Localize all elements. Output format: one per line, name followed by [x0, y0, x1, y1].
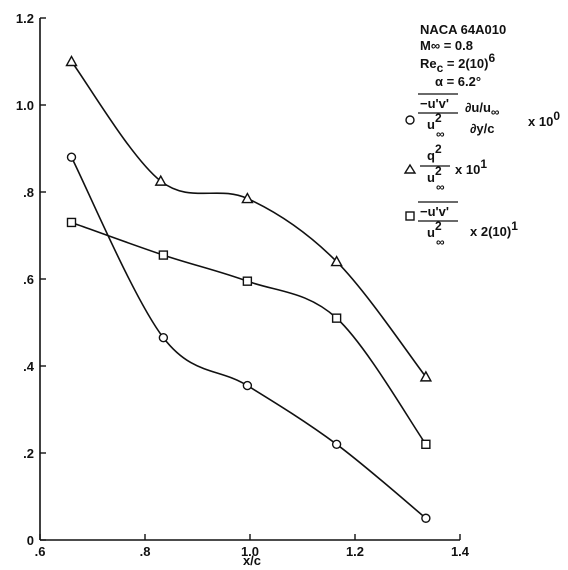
data-point-triangle: [65, 55, 78, 67]
annotation-reynolds: Rec = 2(10)6: [420, 51, 495, 75]
legend1-factor-sup: 0: [553, 109, 560, 123]
x-tick-label: 1.2: [346, 544, 364, 559]
y-tick-label: 0: [27, 533, 34, 548]
re-sub: c: [437, 61, 444, 75]
series-square-curve: [71, 221, 427, 445]
y-tick-label: .2: [23, 446, 34, 461]
legend3-factor-sup: 1: [511, 219, 518, 233]
data-point-triangle: [241, 192, 254, 204]
x-ticks: .6 .8 1.0 1.2 1.4: [35, 534, 470, 559]
data-point-circle: [242, 380, 253, 391]
x-tick-label: .6: [35, 544, 46, 559]
legend-entry-square: −u'v' u2 ∞ x 2(10)1: [405, 201, 518, 249]
data-point-triangle: [419, 370, 433, 382]
legend2-den1-sub: ∞: [436, 180, 445, 194]
data-point-circle: [421, 513, 431, 523]
legend1-num2: ∂u/u∞: [465, 100, 499, 119]
legend1-den1: u2: [427, 111, 442, 132]
legend1-circle-marker: [405, 115, 415, 125]
legend-entry-circle: −u'v' u2 ∞ ∂u/u∞ ∂y/c x 100: [405, 93, 560, 141]
legend1-factor: x 100: [528, 109, 560, 129]
x-tick-label: 1.0: [241, 544, 259, 559]
legend1-den1-base: u: [427, 117, 435, 132]
y-tick-label: 1.2: [16, 11, 34, 26]
legend3-den1-sub: ∞: [436, 235, 445, 249]
legend3-square-marker: [405, 211, 415, 221]
legend2-triangle-marker: [403, 163, 417, 174]
legend2-factor-base: x 10: [455, 162, 480, 177]
annotation: NACA 64A010 M∞ = 0.8 Rec = 2(10)6 α = 6.…: [420, 22, 506, 89]
legend1-num1: −u'v': [420, 96, 449, 111]
legend2-den1-base: u: [427, 170, 435, 185]
series-curves: [70, 61, 427, 519]
legend3-den1-sup: 2: [435, 219, 442, 233]
legend1-factor-base: x 10: [528, 114, 553, 129]
x-axis-label: x/c: [243, 553, 261, 568]
y-tick-label: .8: [23, 185, 34, 200]
x-tick-label: .8: [140, 544, 151, 559]
series-triangle-curve: [70, 61, 427, 378]
legend2-factor-sup: 1: [480, 157, 487, 171]
legend2-num1-base: q: [427, 148, 435, 163]
legend: −u'v' u2 ∞ ∂u/u∞ ∂y/c x 100 q2 u2 ∞ x 10…: [403, 93, 560, 249]
legend-entry-triangle: q2 u2 ∞ x 101: [403, 142, 487, 194]
legend2-den1: u2: [427, 164, 442, 185]
data-point-square: [242, 276, 253, 286]
legend3-factor: x 2(10)1: [470, 219, 518, 239]
series-markers: [65, 55, 433, 523]
annotation-airfoil: NACA 64A010: [420, 22, 506, 37]
re-val: = 2(10): [443, 56, 488, 71]
data-point-square: [331, 313, 342, 323]
legend3-factor-base: x 2(10): [470, 224, 511, 239]
data-point-triangle: [154, 174, 167, 186]
legend2-num1-sup: 2: [435, 142, 442, 156]
series-circle-curve: [70, 156, 427, 519]
legend1-num2-sub: ∞: [491, 105, 500, 119]
re-exp: 6: [488, 51, 495, 65]
y-ticks: 0 .2 .4 .6 .8 1.0 1.2: [16, 11, 46, 548]
y-tick-label: .6: [23, 272, 34, 287]
x-tick-label: 1.4: [451, 544, 470, 559]
legend1-den1-sub: ∞: [436, 127, 445, 141]
re-base: Re: [420, 56, 437, 71]
data-point-square: [158, 250, 169, 260]
y-tick-label: .4: [23, 359, 35, 374]
legend3-den1: u2: [427, 219, 442, 240]
legend2-den1-sup: 2: [435, 164, 442, 178]
data-point-triangle: [330, 255, 343, 267]
legend3-num1: −u'v': [420, 204, 449, 219]
data-point-circle: [158, 333, 169, 343]
legend2-factor: x 101: [455, 157, 487, 177]
data-point-square: [421, 439, 431, 449]
legend1-den2: ∂y/c: [470, 121, 495, 136]
annotation-mach: M∞ = 0.8: [420, 38, 473, 53]
legend1-num2-base: ∂u/u: [465, 100, 491, 115]
legend2-num1: q2: [427, 142, 442, 163]
data-point-circle: [331, 439, 342, 449]
data-point-square: [66, 217, 77, 228]
legend3-den1-base: u: [427, 225, 435, 240]
annotation-alpha: α = 6.2°: [435, 74, 481, 89]
legend1-den1-sup: 2: [435, 111, 442, 125]
y-tick-label: 1.0: [16, 98, 34, 113]
data-point-circle: [66, 152, 77, 162]
